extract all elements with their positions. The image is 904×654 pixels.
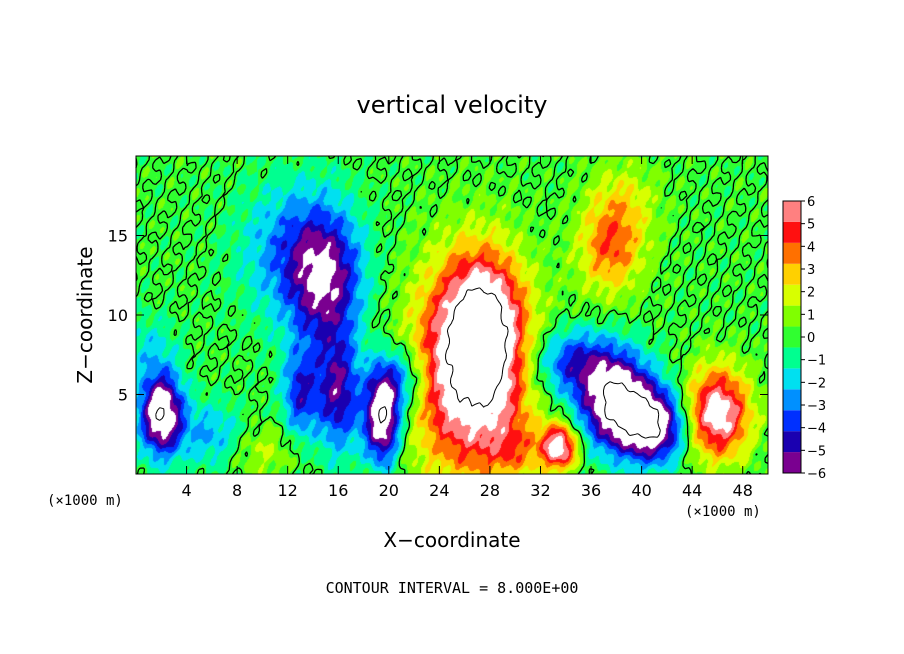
x-tick-label: 12 [278,481,298,500]
x-unit-right: (×1000 m) [685,504,761,520]
x-tick-label: 24 [429,481,449,500]
colorbar-tick-label: 0 [807,331,815,346]
colorbar-swatch [783,263,801,285]
zero-contour [135,155,769,475]
colorbar-tick-label: −6 [807,467,826,482]
x-tick-label: 32 [530,481,550,500]
colorbar-tick-label: 5 [807,218,815,233]
colorbar-swatch [783,389,801,411]
colorbar-tick-label: 4 [807,240,815,255]
x-tick-label: 8 [232,481,242,500]
colorbar-swatch [783,431,801,453]
positive-contour [445,287,509,408]
colorbar-tick-label: 3 [807,263,815,278]
colorbar-swatch [783,242,801,264]
y-tick-label: 15 [108,227,128,246]
colorbar-swatch [783,452,801,473]
chart-title: vertical velocity [357,91,548,119]
x-axis-label: X−coordinate [383,528,520,552]
x-axis-ticks: 4 8 12 16 20 24 28 32 36 40 44 48 [181,156,753,500]
y-tick-label: 10 [108,306,128,325]
x-tick-label: 48 [733,481,753,500]
colorbar-swatch [783,410,801,432]
negative-contour [155,381,661,439]
y-axis-ticks: 5 10 15 [108,227,768,405]
contour-interval-note: CONTOUR INTERVAL = 8.000E+00 [326,579,579,597]
x-tick-label: 40 [631,481,651,500]
colorbar-tick-label: 1 [807,308,815,323]
colorbar-swatch [783,368,801,390]
y-axis-label: Z−coordinate [73,246,97,383]
colorbar-tick-label: −2 [807,376,826,391]
x-tick-label: 28 [480,481,500,500]
colorbar-tick-label: 6 [807,195,815,210]
colorbar-tick-label: −3 [807,399,826,414]
colorbar-swatch [783,326,801,348]
colorbar-swatch [783,221,801,243]
colorbar-swatch [783,347,801,369]
x-tick-label: 4 [181,481,191,500]
colorbar-swatch [783,201,801,222]
colorbar-tick-label: −1 [807,354,826,369]
colorbar-tick-label: −5 [807,444,826,459]
y-tick-label: 5 [118,386,128,405]
x-tick-label: 16 [328,481,348,500]
colorbar-tick-label: −4 [807,422,826,437]
velocity-field [136,156,768,474]
colorbar-tick-label: 2 [807,286,815,301]
contour-lines [135,155,769,475]
plot-area [135,155,769,475]
x-unit-left: (×1000 m) [47,493,123,509]
colorbar-swatch [783,305,801,327]
x-tick-label: 44 [682,481,702,500]
colorbar: 6 5 4 3 2 1 0 −1 −2 −3 −4 −5 −6 [782,195,826,482]
colorbar-swatch [783,284,801,306]
x-tick-label: 36 [581,481,601,500]
x-tick-label: 20 [379,481,399,500]
